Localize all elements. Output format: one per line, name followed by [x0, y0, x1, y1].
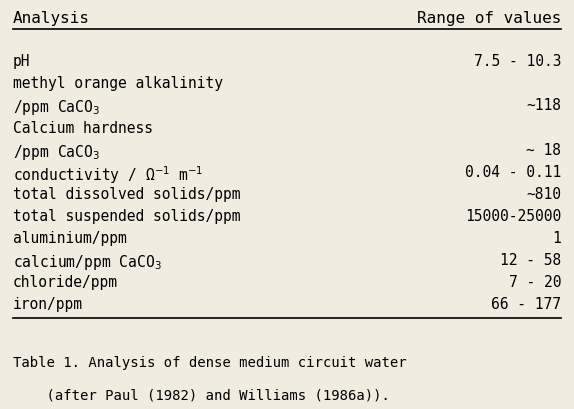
- Text: 0.04 - 0.11: 0.04 - 0.11: [465, 164, 561, 179]
- Text: ~810: ~810: [526, 186, 561, 201]
- Text: conductivity / Ω$^{-1}$ m$^{-1}$: conductivity / Ω$^{-1}$ m$^{-1}$: [13, 164, 203, 186]
- Text: 7.5 - 10.3: 7.5 - 10.3: [474, 54, 561, 69]
- Text: Range of values: Range of values: [417, 11, 561, 26]
- Text: Table 1. Analysis of dense medium circuit water: Table 1. Analysis of dense medium circui…: [13, 355, 406, 369]
- Text: 12 - 58: 12 - 58: [500, 252, 561, 267]
- Text: methyl orange alkalinity: methyl orange alkalinity: [13, 76, 223, 91]
- Text: total suspended solids/ppm: total suspended solids/ppm: [13, 208, 241, 223]
- Text: 66 - 177: 66 - 177: [491, 296, 561, 311]
- Text: calcium/ppm CaCO$_3$: calcium/ppm CaCO$_3$: [13, 252, 161, 271]
- Text: ~ 18: ~ 18: [526, 142, 561, 157]
- Text: Calcium hardness: Calcium hardness: [13, 120, 153, 135]
- Text: /ppm CaCO$_3$: /ppm CaCO$_3$: [13, 142, 100, 161]
- Text: 1: 1: [552, 230, 561, 245]
- Text: (after Paul (1982) and Williams (1986a)).: (after Paul (1982) and Williams (1986a))…: [13, 387, 390, 401]
- Text: 7 - 20: 7 - 20: [509, 274, 561, 289]
- Text: chloride/ppm: chloride/ppm: [13, 274, 118, 289]
- Text: pH: pH: [13, 54, 30, 69]
- Text: aluminium/ppm: aluminium/ppm: [13, 230, 126, 245]
- Text: iron/ppm: iron/ppm: [13, 296, 83, 311]
- Text: total dissolved solids/ppm: total dissolved solids/ppm: [13, 186, 241, 201]
- Text: /ppm CaCO$_3$: /ppm CaCO$_3$: [13, 98, 100, 117]
- Text: 15000-25000: 15000-25000: [465, 208, 561, 223]
- Text: ~118: ~118: [526, 98, 561, 113]
- Text: Analysis: Analysis: [13, 11, 90, 26]
